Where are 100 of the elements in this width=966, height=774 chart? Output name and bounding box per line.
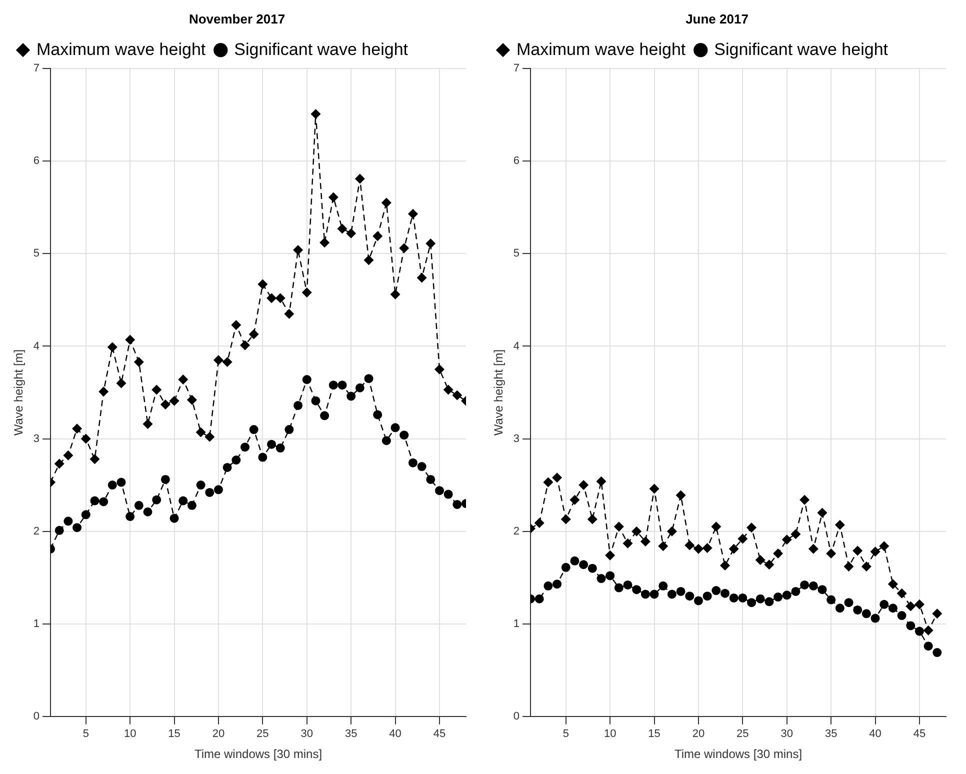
point [248, 329, 259, 340]
point [790, 529, 801, 540]
point [452, 500, 462, 509]
point [861, 561, 872, 572]
point [178, 374, 188, 385]
y-tick-label: 7 [33, 62, 40, 75]
point [116, 378, 126, 388]
x-tick-label: 25 [256, 728, 269, 740]
point [605, 550, 616, 560]
point [99, 497, 108, 506]
point [800, 494, 810, 505]
point [434, 364, 444, 374]
point [924, 642, 933, 651]
point [773, 548, 784, 559]
point [640, 590, 650, 599]
point [552, 472, 562, 483]
chart-title: November 2017 [188, 11, 286, 26]
point [81, 510, 90, 520]
point [63, 450, 74, 460]
point [862, 609, 871, 618]
point [596, 476, 606, 486]
point [746, 522, 757, 533]
point [676, 586, 686, 596]
point [543, 477, 554, 488]
x-tick-label: 20 [692, 728, 705, 740]
x-tick-label: 40 [869, 728, 882, 740]
point [693, 544, 704, 554]
y-axis-title: Wave height [m] [12, 349, 26, 436]
point [588, 564, 597, 573]
point [346, 392, 356, 401]
point [90, 454, 100, 464]
point [266, 293, 277, 304]
point [160, 474, 170, 484]
point [755, 555, 766, 566]
point [914, 626, 924, 636]
x-axis-title: Time windows [30 mins] [674, 747, 802, 762]
point [354, 174, 365, 184]
point [434, 486, 444, 496]
point [870, 546, 880, 557]
point [80, 434, 91, 444]
point [880, 600, 889, 609]
x-tick-label: 20 [212, 728, 225, 740]
point [808, 544, 818, 554]
point [632, 585, 642, 594]
point [667, 590, 676, 599]
point [578, 480, 589, 490]
point [232, 456, 241, 465]
point [400, 430, 409, 440]
point [417, 462, 426, 472]
point [534, 518, 544, 528]
point [658, 541, 668, 552]
point [774, 592, 783, 602]
point [443, 384, 454, 395]
y-tick-label: 4 [513, 340, 520, 352]
point [72, 523, 82, 532]
point [134, 500, 144, 510]
point [897, 611, 906, 620]
point [338, 380, 347, 390]
point [107, 342, 118, 352]
point [834, 520, 845, 530]
point [560, 514, 571, 524]
point [738, 593, 748, 602]
point [650, 590, 659, 599]
point [452, 390, 462, 400]
y-tick-label: 2 [513, 525, 520, 538]
point [311, 396, 320, 406]
point [888, 579, 898, 590]
point [302, 288, 312, 298]
point [932, 648, 942, 658]
point [267, 440, 276, 449]
point [649, 484, 660, 494]
point [853, 605, 862, 614]
point [240, 340, 250, 350]
point [544, 581, 553, 590]
point [142, 418, 153, 429]
point [90, 496, 100, 506]
point [231, 320, 242, 330]
y-tick-label: 6 [513, 155, 520, 168]
point [204, 432, 215, 442]
point [364, 374, 374, 384]
point [408, 458, 418, 468]
point [134, 356, 144, 367]
y-tick-label: 3 [513, 432, 520, 445]
point [337, 224, 348, 234]
point [756, 594, 765, 604]
point [284, 308, 294, 319]
point [72, 424, 82, 434]
point [570, 556, 580, 566]
point [284, 425, 294, 434]
point [685, 592, 694, 601]
x-tick-label: 30 [780, 728, 794, 740]
point [614, 583, 624, 592]
y-tick-label: 0 [513, 710, 520, 722]
point [214, 485, 223, 494]
x-tick-label: 35 [824, 728, 838, 740]
y-tick-label: 6 [33, 155, 40, 168]
point [826, 548, 836, 559]
point [276, 444, 285, 453]
x-tick-label: 10 [604, 728, 616, 740]
y-tick-label: 7 [513, 62, 520, 75]
